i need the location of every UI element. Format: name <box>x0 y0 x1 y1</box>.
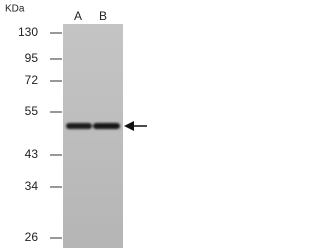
lane-label: B <box>99 9 107 23</box>
labels: A B 130 95 72 55 43 34 26 <box>18 9 107 244</box>
band-b <box>93 123 120 129</box>
marker-label: 95 <box>25 51 39 65</box>
western-blot: KDa A B 130 95 72 55 43 34 26 <box>5 4 147 248</box>
marker-label: 55 <box>25 104 39 118</box>
marker-label: 130 <box>18 25 38 39</box>
unit-label: KDa <box>5 4 25 15</box>
lane-label: A <box>74 9 82 23</box>
bands <box>66 123 120 129</box>
marker-label: 43 <box>25 147 39 161</box>
marker-label: 26 <box>25 230 39 244</box>
arrow <box>124 121 147 131</box>
marker-label: 72 <box>25 73 39 87</box>
band-a <box>66 123 92 129</box>
marker-label: 34 <box>25 179 39 193</box>
gel <box>63 24 123 248</box>
